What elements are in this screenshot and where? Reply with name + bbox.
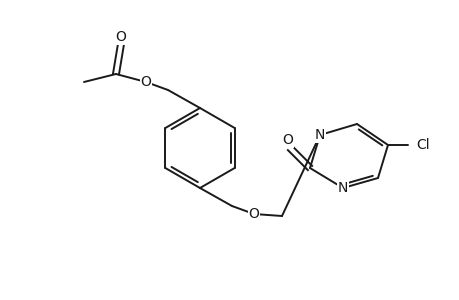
Text: Cl: Cl <box>415 138 429 152</box>
Text: O: O <box>248 207 259 221</box>
Text: N: N <box>314 128 325 142</box>
Text: O: O <box>282 133 293 147</box>
Text: N: N <box>337 181 347 195</box>
Text: O: O <box>140 75 151 89</box>
Text: O: O <box>115 30 126 44</box>
